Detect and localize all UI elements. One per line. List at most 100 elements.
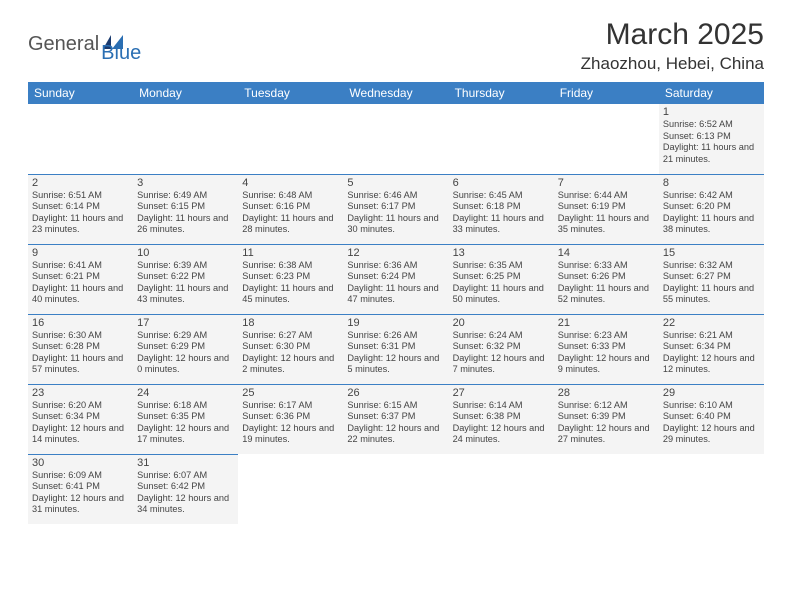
daylight-text: Daylight: 11 hours and 33 minutes. xyxy=(453,213,550,236)
daylight-text: Daylight: 11 hours and 35 minutes. xyxy=(558,213,655,236)
day-info: Sunrise: 6:30 AMSunset: 6:28 PMDaylight:… xyxy=(32,330,129,376)
sunset-text: Sunset: 6:14 PM xyxy=(32,201,129,213)
day-number: 20 xyxy=(453,317,550,329)
sunset-text: Sunset: 6:22 PM xyxy=(137,271,234,283)
daylight-text: Daylight: 12 hours and 17 minutes. xyxy=(137,423,234,446)
sunrise-text: Sunrise: 6:35 AM xyxy=(453,260,550,272)
calendar-cell: 13Sunrise: 6:35 AMSunset: 6:25 PMDayligh… xyxy=(449,244,554,314)
sunrise-text: Sunrise: 6:15 AM xyxy=(347,400,444,412)
sunrise-text: Sunrise: 6:23 AM xyxy=(558,330,655,342)
daylight-text: Daylight: 12 hours and 2 minutes. xyxy=(242,353,339,376)
calendar-body: 1Sunrise: 6:52 AMSunset: 6:13 PMDaylight… xyxy=(28,104,764,524)
sunrise-text: Sunrise: 6:41 AM xyxy=(32,260,129,272)
daylight-text: Daylight: 11 hours and 47 minutes. xyxy=(347,283,444,306)
sunrise-text: Sunrise: 6:30 AM xyxy=(32,330,129,342)
calendar-row: 1Sunrise: 6:52 AMSunset: 6:13 PMDaylight… xyxy=(28,104,764,174)
weekday-header: Wednesday xyxy=(343,82,448,104)
sunset-text: Sunset: 6:17 PM xyxy=(347,201,444,213)
day-info: Sunrise: 6:26 AMSunset: 6:31 PMDaylight:… xyxy=(347,330,444,376)
day-info: Sunrise: 6:46 AMSunset: 6:17 PMDaylight:… xyxy=(347,190,444,236)
day-info: Sunrise: 6:27 AMSunset: 6:30 PMDaylight:… xyxy=(242,330,339,376)
sunrise-text: Sunrise: 6:49 AM xyxy=(137,190,234,202)
calendar-cell: 6Sunrise: 6:45 AMSunset: 6:18 PMDaylight… xyxy=(449,174,554,244)
calendar-cell-empty xyxy=(449,454,554,524)
day-info: Sunrise: 6:29 AMSunset: 6:29 PMDaylight:… xyxy=(137,330,234,376)
sunset-text: Sunset: 6:29 PM xyxy=(137,341,234,353)
daylight-text: Daylight: 12 hours and 31 minutes. xyxy=(32,493,129,516)
day-number: 4 xyxy=(242,177,339,189)
sunset-text: Sunset: 6:25 PM xyxy=(453,271,550,283)
calendar-cell: 15Sunrise: 6:32 AMSunset: 6:27 PMDayligh… xyxy=(659,244,764,314)
sunrise-text: Sunrise: 6:09 AM xyxy=(32,470,129,482)
sunset-text: Sunset: 6:39 PM xyxy=(558,411,655,423)
day-number: 9 xyxy=(32,247,129,259)
calendar-cell: 27Sunrise: 6:14 AMSunset: 6:38 PMDayligh… xyxy=(449,384,554,454)
calendar-cell: 19Sunrise: 6:26 AMSunset: 6:31 PMDayligh… xyxy=(343,314,448,384)
calendar-cell: 12Sunrise: 6:36 AMSunset: 6:24 PMDayligh… xyxy=(343,244,448,314)
calendar-cell-empty xyxy=(28,104,133,174)
sunset-text: Sunset: 6:32 PM xyxy=(453,341,550,353)
day-number: 2 xyxy=(32,177,129,189)
calendar-cell-empty xyxy=(238,454,343,524)
daylight-text: Daylight: 12 hours and 0 minutes. xyxy=(137,353,234,376)
day-info: Sunrise: 6:49 AMSunset: 6:15 PMDaylight:… xyxy=(137,190,234,236)
calendar-cell: 17Sunrise: 6:29 AMSunset: 6:29 PMDayligh… xyxy=(133,314,238,384)
daylight-text: Daylight: 12 hours and 5 minutes. xyxy=(347,353,444,376)
day-info: Sunrise: 6:48 AMSunset: 6:16 PMDaylight:… xyxy=(242,190,339,236)
day-number: 1 xyxy=(663,106,760,118)
day-info: Sunrise: 6:33 AMSunset: 6:26 PMDaylight:… xyxy=(558,260,655,306)
sunset-text: Sunset: 6:24 PM xyxy=(347,271,444,283)
calendar-cell-empty xyxy=(238,104,343,174)
calendar-cell: 29Sunrise: 6:10 AMSunset: 6:40 PMDayligh… xyxy=(659,384,764,454)
sunset-text: Sunset: 6:16 PM xyxy=(242,201,339,213)
sunrise-text: Sunrise: 6:20 AM xyxy=(32,400,129,412)
calendar-cell-empty xyxy=(659,454,764,524)
day-info: Sunrise: 6:14 AMSunset: 6:38 PMDaylight:… xyxy=(453,400,550,446)
day-number: 11 xyxy=(242,247,339,259)
daylight-text: Daylight: 12 hours and 29 minutes. xyxy=(663,423,760,446)
calendar-row: 23Sunrise: 6:20 AMSunset: 6:34 PMDayligh… xyxy=(28,384,764,454)
day-number: 31 xyxy=(137,457,234,469)
calendar-cell: 4Sunrise: 6:48 AMSunset: 6:16 PMDaylight… xyxy=(238,174,343,244)
calendar-row: 16Sunrise: 6:30 AMSunset: 6:28 PMDayligh… xyxy=(28,314,764,384)
sunset-text: Sunset: 6:31 PM xyxy=(347,341,444,353)
calendar-cell: 30Sunrise: 6:09 AMSunset: 6:41 PMDayligh… xyxy=(28,454,133,524)
weekday-header: Monday xyxy=(133,82,238,104)
calendar-cell: 14Sunrise: 6:33 AMSunset: 6:26 PMDayligh… xyxy=(554,244,659,314)
day-number: 16 xyxy=(32,317,129,329)
day-number: 30 xyxy=(32,457,129,469)
header: General Blue March 2025 Zhaozhou, Hebei,… xyxy=(28,18,764,74)
day-number: 14 xyxy=(558,247,655,259)
sunrise-text: Sunrise: 6:07 AM xyxy=(137,470,234,482)
sunrise-text: Sunrise: 6:44 AM xyxy=(558,190,655,202)
daylight-text: Daylight: 11 hours and 38 minutes. xyxy=(663,213,760,236)
sunset-text: Sunset: 6:33 PM xyxy=(558,341,655,353)
sunset-text: Sunset: 6:18 PM xyxy=(453,201,550,213)
daylight-text: Daylight: 12 hours and 27 minutes. xyxy=(558,423,655,446)
day-number: 12 xyxy=(347,247,444,259)
weekday-header: Saturday xyxy=(659,82,764,104)
sunrise-text: Sunrise: 6:32 AM xyxy=(663,260,760,272)
logo: General Blue xyxy=(28,24,141,65)
calendar-cell-empty xyxy=(343,104,448,174)
day-info: Sunrise: 6:45 AMSunset: 6:18 PMDaylight:… xyxy=(453,190,550,236)
sunset-text: Sunset: 6:30 PM xyxy=(242,341,339,353)
sunrise-text: Sunrise: 6:36 AM xyxy=(347,260,444,272)
day-info: Sunrise: 6:12 AMSunset: 6:39 PMDaylight:… xyxy=(558,400,655,446)
calendar-row: 9Sunrise: 6:41 AMSunset: 6:21 PMDaylight… xyxy=(28,244,764,314)
daylight-text: Daylight: 11 hours and 57 minutes. xyxy=(32,353,129,376)
weekday-header: Thursday xyxy=(449,82,554,104)
day-info: Sunrise: 6:41 AMSunset: 6:21 PMDaylight:… xyxy=(32,260,129,306)
location: Zhaozhou, Hebei, China xyxy=(581,54,764,74)
calendar-cell: 2Sunrise: 6:51 AMSunset: 6:14 PMDaylight… xyxy=(28,174,133,244)
logo-text-general: General xyxy=(28,33,99,56)
daylight-text: Daylight: 11 hours and 26 minutes. xyxy=(137,213,234,236)
calendar-cell: 5Sunrise: 6:46 AMSunset: 6:17 PMDaylight… xyxy=(343,174,448,244)
sunrise-text: Sunrise: 6:38 AM xyxy=(242,260,339,272)
daylight-text: Daylight: 11 hours and 28 minutes. xyxy=(242,213,339,236)
sunset-text: Sunset: 6:40 PM xyxy=(663,411,760,423)
calendar-cell: 25Sunrise: 6:17 AMSunset: 6:36 PMDayligh… xyxy=(238,384,343,454)
daylight-text: Daylight: 11 hours and 55 minutes. xyxy=(663,283,760,306)
daylight-text: Daylight: 11 hours and 40 minutes. xyxy=(32,283,129,306)
sunset-text: Sunset: 6:36 PM xyxy=(242,411,339,423)
